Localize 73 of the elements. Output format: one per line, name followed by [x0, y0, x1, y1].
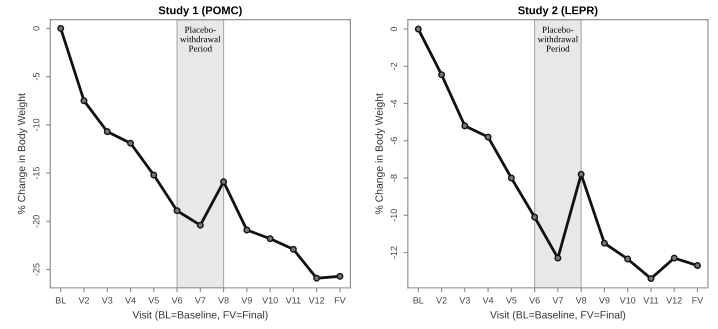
x-tick-label: V11 [286, 297, 301, 304]
x-tick-label: V7 [552, 297, 563, 304]
y-tick-label: -4 [390, 100, 397, 108]
y-tick-label: -8 [390, 174, 398, 182]
x-tick-label: V9 [598, 297, 610, 304]
point [438, 71, 446, 78]
point [104, 128, 111, 136]
x-tick-label: V4 [482, 297, 494, 304]
x-tick-label: BL [414, 297, 424, 304]
y-tick-label: -10 [390, 209, 398, 222]
y-tick-label: -6 [390, 137, 398, 144]
y-tick-label: 0 [390, 26, 398, 32]
point [150, 172, 158, 178]
point [196, 222, 204, 229]
point [174, 207, 181, 214]
point [670, 254, 678, 262]
x-tick-label: V7 [194, 297, 206, 304]
point [80, 97, 88, 104]
x-tick-label: V12 [666, 297, 682, 304]
point [578, 170, 585, 178]
point [600, 240, 608, 247]
y-tick-label: -12 [390, 246, 397, 259]
x-tick-label: V8 [576, 297, 586, 304]
point [220, 178, 228, 186]
y-tick-label: 0 [33, 26, 40, 31]
x-tick-label: V4 [125, 297, 136, 304]
x-tick-label: BL [56, 297, 66, 304]
x-tick-label: V5 [148, 297, 159, 304]
x-tick-label: V11 [643, 297, 658, 304]
y-axis-title: % Change in Body Weight [18, 93, 28, 214]
point [243, 226, 250, 234]
x-tick-label: V2 [436, 297, 447, 304]
x-tick-label: V8 [218, 297, 229, 304]
x-axis-title: Visit (BL=Baseline, FV=Final) [490, 310, 626, 321]
x-tick-label: V2 [78, 297, 90, 304]
x-tick-label: V3 [102, 297, 112, 304]
chart-title: Study 2 (LEPR) [518, 6, 598, 16]
x-tick-label: FV [334, 297, 346, 304]
x-tick-label: V9 [241, 297, 252, 304]
band-label: Placebo- withdrawal Period [180, 26, 220, 52]
y-tick-label: -20 [33, 215, 40, 228]
point [127, 140, 134, 147]
x-axis-title: Visit (BL=Baseline, FV=Final) [132, 310, 268, 321]
y-axis-title: % Change in Body Weight [375, 93, 385, 214]
point [336, 272, 344, 280]
y-tick-label: -10 [33, 118, 40, 131]
y-tick-label: -5 [33, 73, 40, 80]
y-tick-label: -25 [33, 263, 40, 276]
point [531, 214, 538, 221]
point [414, 26, 422, 33]
x-tick-label: V5 [506, 297, 516, 304]
point [484, 134, 492, 141]
y-tick-label: -15 [33, 166, 40, 180]
point [461, 122, 468, 130]
x-tick-label: V10 [262, 297, 278, 304]
point [313, 274, 320, 282]
point [57, 24, 64, 32]
point [647, 275, 654, 282]
point [554, 254, 562, 262]
point [266, 235, 274, 242]
x-tick-label: V6 [529, 297, 540, 304]
band-label: Placebo- withdrawal Period [538, 26, 578, 52]
x-tick-label: V10 [620, 297, 636, 304]
point [694, 262, 701, 270]
point [624, 256, 632, 262]
y-tick-label: -2 [390, 62, 397, 70]
x-tick-label: V3 [459, 297, 470, 304]
point [290, 246, 297, 253]
x-tick-label: FV [692, 297, 704, 304]
x-tick-label: V12 [308, 297, 324, 304]
point [508, 174, 515, 182]
x-tick-label: V6 [172, 297, 182, 304]
chart-title: Study 1 (POMC) [158, 6, 242, 16]
